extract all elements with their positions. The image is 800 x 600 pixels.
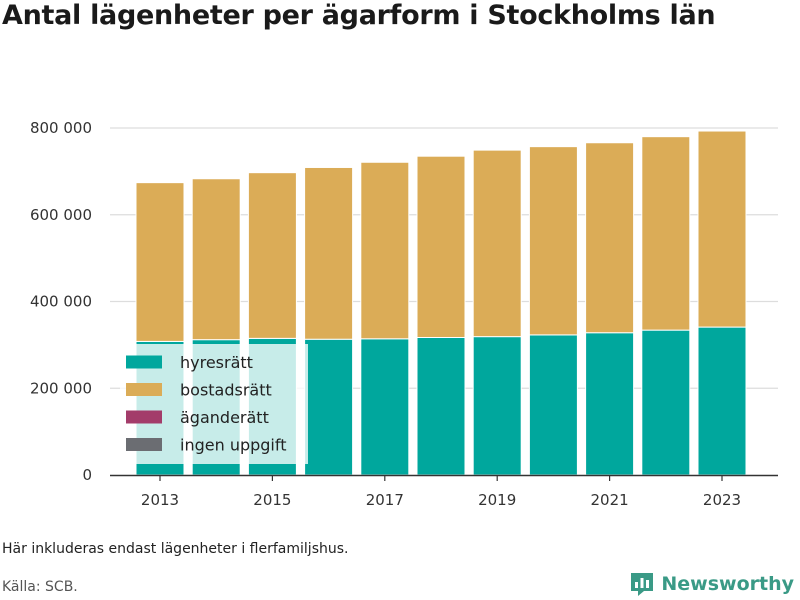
bar-segment-hyresratt xyxy=(360,338,410,476)
legend-swatch-hyresratt xyxy=(126,355,162,369)
y-tick-label: 200 000 xyxy=(30,379,92,397)
x-tick-label: 2019 xyxy=(478,491,516,509)
newsworthy-logo-icon xyxy=(631,573,654,596)
chart-title: Antal lägenheter per ägarform i Stockhol… xyxy=(2,0,716,31)
bar-segment-bostadsratt xyxy=(528,146,578,336)
brand-name: Newsworthy xyxy=(661,573,794,595)
bar-segment-bostadsratt xyxy=(304,166,354,340)
bar-segment-bostadsratt xyxy=(360,161,410,340)
x-tick-label: 2017 xyxy=(366,491,404,509)
x-tick-label: 2021 xyxy=(591,491,629,509)
bars xyxy=(135,130,747,476)
axes: 0 200 000 400 000 600 000 800 000 2013 2015 201… xyxy=(30,119,778,509)
bar-segment-hyresratt xyxy=(304,338,354,476)
chart-note: Här inkluderas endast lägenheter i flerf… xyxy=(2,541,349,557)
source-text: Källa: SCB. xyxy=(2,579,78,595)
legend: hyresrätt bostadsrätt äganderätt ingen uppg… xyxy=(120,344,308,464)
bar-segment-bostadsratt xyxy=(416,155,466,339)
bar-segment-hyresratt xyxy=(641,329,691,476)
bar-segment-bostadsratt xyxy=(247,172,297,339)
bar-segment-hyresratt xyxy=(585,332,635,476)
brand-logo[interactable]: Newsworthy xyxy=(629,570,794,598)
y-tick-label: 600 000 xyxy=(30,206,92,224)
bar-segment-bostadsratt xyxy=(191,178,241,341)
bar-segment-bostadsratt xyxy=(697,130,747,328)
y-tick-label: 0 xyxy=(82,466,92,484)
bar-segment-hyresratt xyxy=(697,326,747,476)
bar-segment-bostadsratt xyxy=(472,149,522,338)
x-tick-label: 2013 xyxy=(141,491,179,509)
bar-segment-hyresratt xyxy=(416,337,466,476)
bar-segment-hyresratt xyxy=(528,334,578,476)
y-tick-label: 800 000 xyxy=(30,119,92,137)
bar-segment-hyresratt xyxy=(472,336,522,476)
x-tick-label: 2015 xyxy=(253,491,291,509)
legend-swatch-bostadsratt xyxy=(126,383,162,396)
legend-label-aganderatt: äganderätt xyxy=(180,408,269,427)
bar-segment-bostadsratt xyxy=(585,142,635,334)
bar-segment-bostadsratt xyxy=(641,136,691,331)
legend-swatch-ingen_uppgift xyxy=(126,438,162,451)
bar-segment-bostadsratt xyxy=(135,182,185,342)
x-tick-label: 2023 xyxy=(703,491,741,509)
legend-swatch-aganderatt xyxy=(126,410,162,424)
legend-label-ingen_uppgift: ingen uppgift xyxy=(180,436,287,455)
legend-label-bostadsratt: bostadsrätt xyxy=(180,381,272,400)
y-tick-label: 400 000 xyxy=(30,293,92,311)
legend-label-hyresratt: hyresrätt xyxy=(180,353,253,372)
